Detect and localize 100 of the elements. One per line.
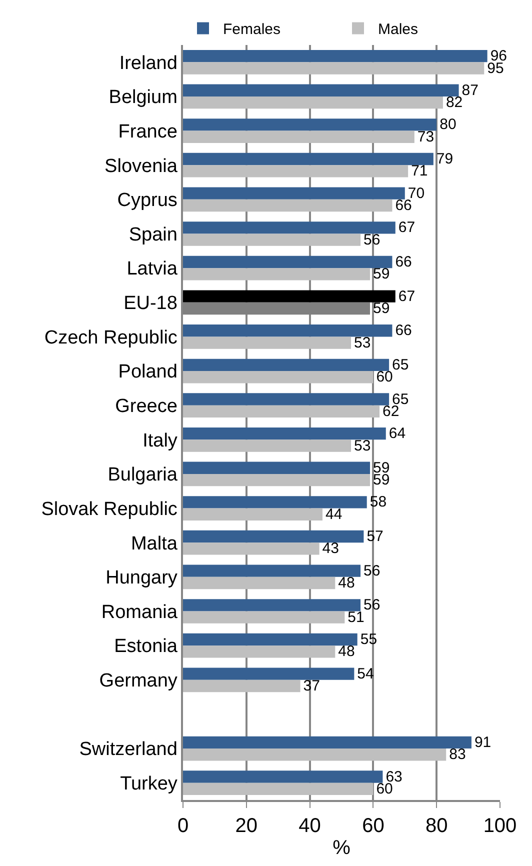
data-label: 43 bbox=[322, 540, 339, 558]
x-tick-label: 40 bbox=[298, 814, 321, 837]
data-label: 56 bbox=[364, 562, 380, 580]
data-label: 71 bbox=[411, 162, 428, 180]
x-axis-title: % bbox=[332, 836, 351, 859]
bar bbox=[183, 680, 300, 692]
y-tick-label: Spain bbox=[128, 224, 178, 246]
x-tick-label: 80 bbox=[425, 814, 448, 837]
bar bbox=[183, 405, 380, 418]
data-label: 48 bbox=[338, 574, 355, 592]
y-tick-label: Cyprus bbox=[117, 190, 178, 212]
data-label: 54 bbox=[357, 665, 374, 682]
bar bbox=[183, 393, 390, 406]
y-tick-label: Latvia bbox=[126, 258, 178, 280]
y-tick-label: Hungary bbox=[106, 568, 178, 589]
data-label: 79 bbox=[436, 150, 454, 168]
bar bbox=[183, 222, 396, 234]
bar bbox=[183, 96, 443, 109]
y-tick-label: Switzerland bbox=[79, 739, 178, 760]
data-label: 53 bbox=[354, 334, 371, 352]
y-tick-label: Slovak Republic bbox=[41, 498, 178, 520]
bar bbox=[183, 782, 374, 796]
x-tick-label: 20 bbox=[235, 814, 258, 837]
bar bbox=[183, 542, 320, 555]
data-label: 51 bbox=[348, 608, 364, 626]
bar bbox=[183, 152, 434, 166]
bar bbox=[183, 633, 358, 646]
legend-label: Males bbox=[378, 21, 418, 38]
data-label: 44 bbox=[325, 506, 342, 523]
data-label: 60 bbox=[376, 368, 393, 386]
bar bbox=[183, 530, 364, 543]
bar bbox=[183, 440, 352, 452]
bar bbox=[183, 84, 459, 96]
data-label: 59 bbox=[373, 472, 390, 489]
data-label: 87 bbox=[462, 82, 478, 99]
y-tick-label: Ireland bbox=[119, 52, 178, 74]
y-tick-label: Greece bbox=[115, 396, 178, 417]
bar bbox=[183, 736, 472, 749]
bar bbox=[183, 462, 370, 474]
bar bbox=[183, 50, 488, 62]
y-tick-label: Malta bbox=[130, 533, 178, 554]
bar bbox=[183, 130, 414, 143]
bar bbox=[183, 187, 405, 200]
data-label: 95 bbox=[487, 60, 504, 77]
x-tick-label: 0 bbox=[177, 814, 189, 837]
bar bbox=[183, 496, 367, 508]
data-label: 67 bbox=[398, 219, 416, 236]
data-label: 64 bbox=[388, 425, 406, 442]
y-tick-label: Germany bbox=[99, 670, 178, 692]
data-label: 56 bbox=[364, 231, 380, 248]
y-tick-label: France bbox=[118, 121, 178, 142]
y-tick-label: Belgium bbox=[108, 87, 178, 108]
bar bbox=[183, 770, 383, 783]
data-label: 66 bbox=[395, 253, 412, 270]
bar bbox=[183, 324, 392, 337]
data-label: 48 bbox=[338, 643, 355, 660]
bar bbox=[183, 474, 370, 486]
data-label: 66 bbox=[395, 197, 412, 214]
bar bbox=[183, 199, 392, 212]
data-label: 56 bbox=[364, 596, 380, 614]
bar bbox=[183, 564, 361, 577]
data-label: 58 bbox=[370, 494, 387, 511]
data-label: 37 bbox=[303, 677, 320, 694]
y-tick-label: EU-18 bbox=[124, 293, 178, 314]
data-label: 55 bbox=[360, 630, 378, 648]
data-label: 73 bbox=[417, 128, 434, 146]
bar bbox=[183, 748, 446, 761]
bar bbox=[183, 646, 336, 658]
data-label: 66 bbox=[395, 322, 412, 340]
bar bbox=[183, 118, 437, 131]
data-label: 62 bbox=[382, 402, 400, 420]
bar bbox=[183, 599, 361, 612]
y-tick-label: Italy bbox=[142, 430, 178, 452]
bar bbox=[183, 165, 408, 178]
data-label: 57 bbox=[366, 528, 384, 546]
data-label: 83 bbox=[449, 746, 466, 764]
y-tick-label: Romania bbox=[101, 602, 178, 623]
y-tick-label: Estonia bbox=[114, 636, 178, 658]
bar bbox=[183, 668, 354, 680]
bar bbox=[183, 576, 336, 590]
data-label: 65 bbox=[392, 356, 409, 374]
bar bbox=[183, 371, 374, 384]
x-tick-label: 100 bbox=[483, 814, 517, 837]
bar bbox=[183, 508, 322, 520]
bar bbox=[183, 290, 396, 302]
bar bbox=[183, 336, 352, 349]
data-label: 59 bbox=[373, 266, 390, 283]
data-label: 60 bbox=[376, 780, 393, 798]
data-label: 59 bbox=[373, 300, 390, 317]
bar bbox=[183, 256, 392, 268]
bar bbox=[183, 611, 345, 624]
bar bbox=[183, 427, 386, 440]
bar bbox=[183, 268, 370, 280]
y-tick-label: Slovenia bbox=[104, 156, 178, 177]
bar bbox=[183, 62, 484, 74]
bar bbox=[183, 234, 361, 246]
data-label: 91 bbox=[474, 734, 492, 751]
legend-label: Females bbox=[223, 21, 281, 38]
y-tick-label: Czech Republic bbox=[44, 327, 178, 348]
data-label: 80 bbox=[440, 116, 456, 134]
